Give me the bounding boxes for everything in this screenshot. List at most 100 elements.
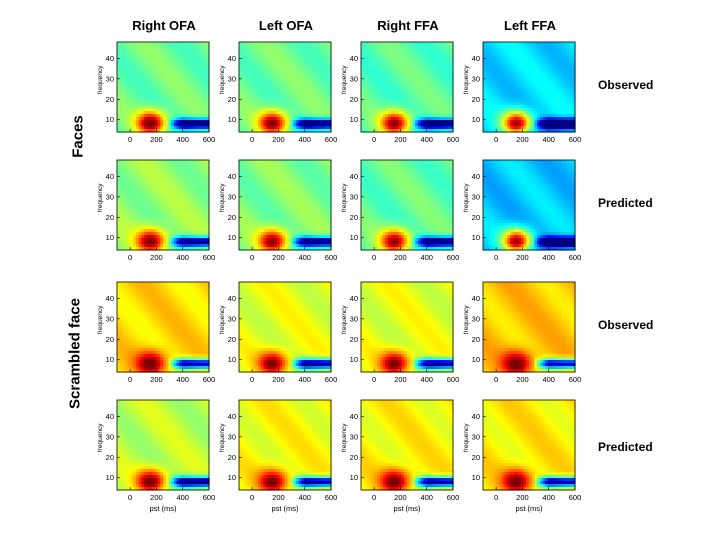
heatmap-cell	[322, 75, 327, 79]
heatmap-cell	[173, 129, 178, 133]
column-title-left-ofa: Left OFA	[258, 18, 314, 33]
heatmap-cell	[157, 102, 161, 106]
heatmap-cell	[239, 54, 243, 58]
heatmap-cell	[282, 129, 286, 133]
heatmap-cell	[190, 78, 194, 82]
heatmap-cell	[157, 66, 161, 70]
heatmap-cell	[303, 93, 308, 97]
heatmap-cell	[195, 129, 199, 133]
heatmap-cell	[317, 75, 321, 79]
heatmap-cell	[144, 96, 148, 100]
heatmap-cell	[144, 87, 148, 91]
heatmap-cell	[279, 117, 283, 121]
heatmap-cell	[293, 117, 297, 121]
heatmap-cell	[149, 126, 153, 130]
heatmap-cell	[279, 114, 283, 118]
heatmap-cell	[173, 78, 178, 82]
heatmap-cell	[200, 99, 205, 103]
y-tick-label: 40	[472, 54, 480, 63]
heatmap-cell	[163, 84, 167, 88]
heatmap-cell	[298, 96, 302, 100]
heatmap-cell	[184, 117, 188, 121]
heatmap-cell	[135, 69, 140, 73]
heatmap-cell	[154, 102, 159, 106]
heatmap-cell	[298, 126, 302, 130]
heatmap-cell	[279, 72, 283, 76]
heatmap-cell	[260, 72, 264, 76]
heatmap-cell	[255, 78, 259, 82]
heatmap-cell	[133, 69, 137, 73]
heatmap-cell	[130, 108, 134, 112]
heatmap-cell	[303, 60, 308, 64]
heatmap-cell	[119, 75, 124, 79]
heatmap-cell	[171, 45, 175, 49]
heatmap-cell	[133, 114, 137, 118]
heatmap-cell	[179, 42, 183, 46]
heatmap-cell	[192, 93, 197, 97]
heatmap-cell	[301, 63, 305, 67]
heatmap-cell	[301, 60, 305, 64]
heatmap-cell	[252, 66, 256, 70]
heatmap-cell	[320, 69, 324, 73]
heatmap-cell	[168, 63, 172, 67]
heatmap-cell	[279, 108, 283, 112]
heatmap-cell	[165, 51, 170, 55]
heatmap-cell	[303, 87, 308, 91]
heatmap-cell	[133, 51, 137, 55]
heatmap-cell	[160, 108, 164, 112]
heatmap-cell	[144, 123, 148, 127]
heatmap-cell	[285, 69, 289, 73]
heatmap-cell	[276, 57, 281, 61]
heatmap-cell	[366, 57, 370, 61]
heatmap-cell	[168, 126, 172, 130]
heatmap-cell	[203, 108, 207, 112]
heatmap-cell	[192, 108, 197, 112]
heatmap-cell	[179, 75, 183, 79]
heatmap-cell	[125, 129, 129, 133]
heatmap-cell	[263, 78, 267, 82]
heatmap-cell	[263, 57, 267, 61]
heatmap-cell	[176, 45, 180, 49]
heatmap-cell	[154, 45, 159, 49]
heatmap-cell	[287, 78, 292, 82]
heatmap-cell	[293, 60, 297, 64]
heatmap-cell	[314, 126, 319, 130]
heatmap-cell	[160, 66, 164, 70]
heatmap-cell	[138, 105, 142, 109]
heatmap-cell	[190, 75, 194, 79]
heatmap-cell	[312, 69, 316, 73]
heatmap-cell	[301, 48, 305, 52]
heatmap-cell	[361, 45, 365, 49]
heatmap-cell	[200, 48, 205, 52]
heatmap-cell	[168, 105, 172, 109]
heatmap-cell	[192, 69, 197, 73]
heatmap-cell	[249, 108, 254, 112]
heatmap-cell	[247, 81, 251, 85]
heatmap-cell	[285, 63, 289, 67]
heatmap-cell	[287, 90, 292, 94]
heatmap-cell	[325, 72, 329, 76]
heatmap-cell	[303, 45, 308, 49]
heatmap-cell	[198, 57, 202, 61]
heatmap-cell	[306, 66, 310, 70]
heatmap-cell	[154, 123, 159, 127]
heatmap-cell	[363, 45, 368, 49]
heatmap-cell	[146, 51, 151, 55]
heatmap-cell	[361, 99, 365, 103]
heatmap-cell	[282, 81, 286, 85]
heatmap-cell	[301, 105, 305, 109]
heatmap-cell	[146, 111, 151, 115]
heatmap-cell	[266, 57, 270, 61]
heatmap-cell	[293, 129, 297, 133]
heatmap-cell	[312, 120, 316, 124]
heatmap-cell	[184, 108, 188, 112]
heatmap-cell	[154, 66, 159, 70]
heatmap-cell	[157, 72, 161, 76]
heatmap-cell	[163, 78, 167, 82]
heatmap-cell	[176, 120, 180, 124]
heatmap-cell	[301, 81, 305, 85]
heatmap-cell	[293, 126, 297, 130]
heatmap-cell	[366, 117, 370, 121]
heatmap-cell	[133, 120, 137, 124]
heatmap-cell	[152, 123, 156, 127]
